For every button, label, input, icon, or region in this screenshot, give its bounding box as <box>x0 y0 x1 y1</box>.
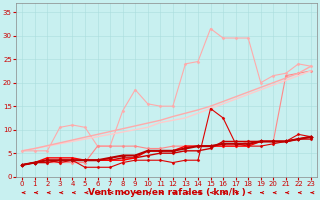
X-axis label: Vent moyen/en rafales ( km/h ): Vent moyen/en rafales ( km/h ) <box>88 188 245 197</box>
